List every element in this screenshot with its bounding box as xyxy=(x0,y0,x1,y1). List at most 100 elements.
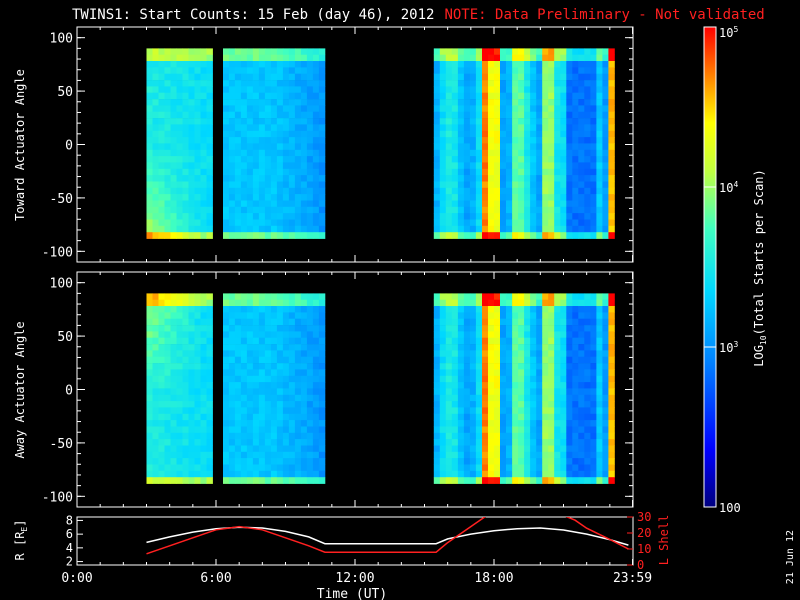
heatmap-cell xyxy=(590,187,597,195)
heatmap-cell xyxy=(542,413,549,421)
heatmap-cell xyxy=(518,73,525,81)
heatmap-cell xyxy=(176,162,183,170)
heatmap-cell xyxy=(228,477,236,484)
heatmap-cell xyxy=(500,232,507,239)
heatmap-cell xyxy=(306,306,314,313)
heatmap-cell xyxy=(596,401,603,408)
heatmap-cell xyxy=(445,344,453,351)
heatmap-cell xyxy=(318,432,326,440)
heatmap-cell xyxy=(294,426,302,434)
heatmap-cell xyxy=(602,86,609,94)
heatmap-cell xyxy=(488,299,495,307)
heatmap-cell xyxy=(264,337,272,345)
heatmap-cell xyxy=(602,168,609,176)
heatmap-cell xyxy=(318,394,326,402)
heatmap-cell xyxy=(482,200,489,208)
title-main: TWINS1: Start Counts: 15 Feb (day 46), 2… xyxy=(72,7,435,23)
heatmap-cell xyxy=(530,67,537,75)
heatmap-cell xyxy=(542,432,549,440)
heatmap-cell xyxy=(152,337,159,345)
heatmap-cell xyxy=(536,312,543,320)
heatmap-cell xyxy=(463,363,471,370)
heatmap-cell xyxy=(457,143,465,151)
heatmap-cell xyxy=(530,382,537,389)
heatmap-cell xyxy=(608,181,615,189)
heatmap-cell xyxy=(475,194,483,201)
heatmap-cell xyxy=(542,464,549,472)
heatmap-cell xyxy=(270,413,278,421)
heatmap-cell xyxy=(590,413,597,421)
heatmap-cell xyxy=(318,137,326,144)
heatmap-cell xyxy=(512,331,519,339)
heatmap-cell xyxy=(170,54,177,62)
heatmap-cell xyxy=(488,337,495,345)
heatmap-cell xyxy=(475,206,483,214)
heatmap-cell xyxy=(246,92,254,100)
heatmap-cell xyxy=(566,312,573,320)
heatmap-cell xyxy=(602,331,609,339)
heatmap-cell xyxy=(200,356,207,364)
heatmap-cell xyxy=(518,124,525,132)
heatmap-cell xyxy=(188,331,195,339)
heatmap-cell xyxy=(596,470,603,478)
heatmap-cell xyxy=(572,451,579,459)
heatmap-cell xyxy=(560,439,567,446)
heatmap-cell xyxy=(512,306,519,313)
heatmap-cell xyxy=(578,306,585,313)
heatmap-cell xyxy=(188,464,195,472)
heatmap-cell xyxy=(524,432,531,440)
heatmap-cell xyxy=(500,61,507,68)
heatmap-cell xyxy=(146,149,153,157)
heatmap-cell xyxy=(252,306,260,313)
heatmap-cell xyxy=(506,80,513,87)
heatmap-cell xyxy=(182,445,189,453)
heatmap-cell xyxy=(578,225,585,233)
heatmap-cell xyxy=(482,363,489,370)
heatmap-cell xyxy=(506,118,513,125)
heatmap-cell xyxy=(602,458,609,465)
heatmap-cell xyxy=(200,168,207,176)
heatmap-cell xyxy=(584,306,591,313)
heatmap-cell xyxy=(542,420,549,427)
date-stamp: 21 Jun 12 xyxy=(785,530,796,585)
heatmap-cell xyxy=(506,200,513,208)
heatmap-cell xyxy=(170,331,177,339)
heatmap-cell xyxy=(488,369,495,377)
heatmap-cell xyxy=(494,458,501,465)
heatmap-cell xyxy=(578,54,585,62)
heatmap-cell xyxy=(318,388,326,396)
heatmap-cell xyxy=(445,187,453,195)
heatmap-cell xyxy=(518,80,525,87)
heatmap-cell xyxy=(500,143,507,151)
heatmap-cell xyxy=(578,451,585,459)
heatmap-cell xyxy=(182,156,189,163)
heatmap-cell xyxy=(240,382,248,389)
heatmap-cell xyxy=(433,413,441,421)
heatmap-cell xyxy=(554,407,561,415)
heatmap-cell xyxy=(258,426,266,434)
heatmap-cell xyxy=(300,168,308,176)
heatmap-cell xyxy=(560,350,567,358)
heatmap-cell xyxy=(223,350,230,358)
heatmap-cell xyxy=(536,156,543,163)
heatmap-cell xyxy=(294,388,302,396)
heatmap-cell xyxy=(206,312,213,320)
heatmap-cell xyxy=(270,156,278,163)
heatmap-cell xyxy=(288,200,296,208)
heatmap-cell xyxy=(542,48,549,56)
heatmap-cell xyxy=(512,394,519,402)
heatmap-cell xyxy=(488,445,495,453)
heatmap-cell xyxy=(240,206,248,214)
heatmap-cell xyxy=(246,213,254,220)
heatmap-cell xyxy=(506,306,513,313)
heatmap-cell xyxy=(560,194,567,201)
heatmap-cell xyxy=(482,331,489,339)
heatmap-cell xyxy=(494,470,501,478)
heatmap-cell xyxy=(542,375,549,383)
heatmap-cell xyxy=(276,451,284,459)
heatmap-cell xyxy=(451,194,459,201)
heatmap-cell xyxy=(223,111,230,119)
heatmap-cell xyxy=(560,54,567,62)
heatmap-cell xyxy=(258,118,266,125)
heatmap-cell xyxy=(463,401,471,408)
